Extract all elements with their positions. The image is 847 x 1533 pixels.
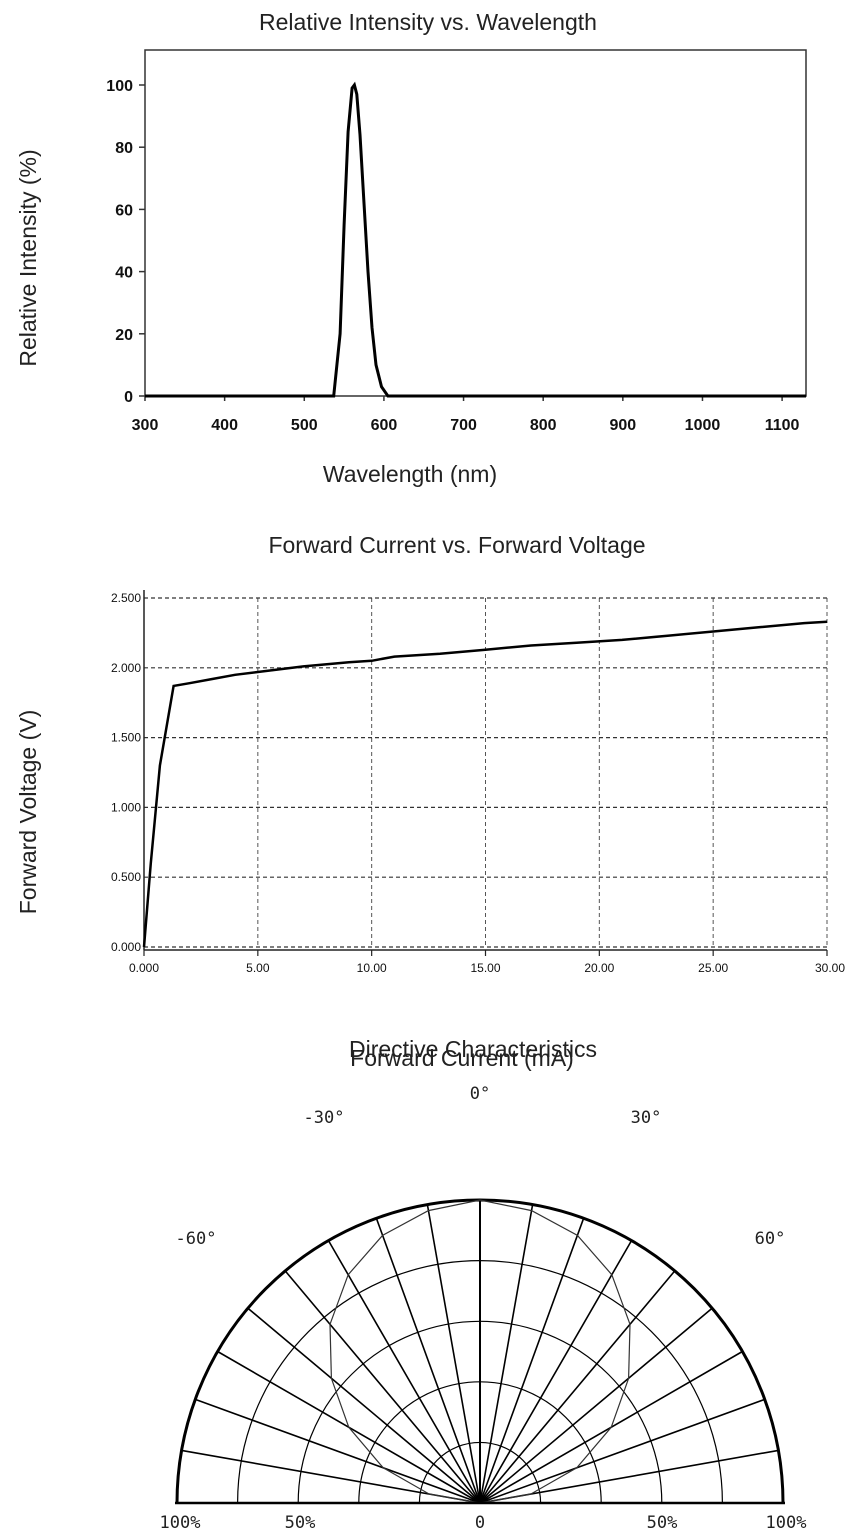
intensity-y-ticks: 0 20 40 60 80 100: [106, 78, 145, 406]
forward-iv-series-line: [142, 620, 828, 948]
intensity-plot-frame: [144, 49, 807, 397]
directive-spoke: [479, 1270, 676, 1504]
angle-label-0: 0°: [470, 1084, 490, 1104]
directive-spoke: [479, 1218, 585, 1504]
forward-iv-y-tick-label: 1.000: [111, 800, 141, 814]
intensity-x-tick-label: 700: [450, 417, 477, 434]
directive-spoke: [327, 1240, 481, 1504]
intensity-x-tick-label: 600: [371, 417, 398, 434]
intensity-x-ticks: 300 400 500 600 700 800 900 1000 1100: [132, 396, 800, 434]
intensity-x-axis-label: Wavelength (nm): [323, 461, 497, 487]
radial-label-left-100: 100%: [160, 1513, 201, 1533]
forward-iv-x-ticks: 0.000 5.00 10.00 15.00 20.00 25.00 30.00: [129, 950, 845, 975]
directive-spoke: [479, 1204, 534, 1504]
directive-spoke: [247, 1307, 481, 1504]
forward-iv-x-tick-label: 5.00: [246, 961, 270, 975]
intensity-series-line: [145, 81, 806, 398]
radial-label-right-50: 50%: [647, 1513, 678, 1533]
directive-spoke: [195, 1398, 481, 1504]
directive-spoke: [426, 1204, 481, 1504]
radial-label-right-100: 100%: [766, 1513, 807, 1533]
directive-pattern-line: [329, 1199, 631, 1504]
forward-iv-x-tick-label: 25.00: [698, 961, 728, 975]
intensity-y-tick-label: 60: [115, 202, 133, 219]
forward-iv-x-tick-label: 30.00: [815, 961, 845, 975]
intensity-y-tick-label: 80: [115, 140, 133, 157]
forward-iv-y-ticks: 0.000 0.500 1.000 1.500 2.000 2.500: [111, 591, 141, 954]
intensity-x-tick-label: 500: [291, 417, 318, 434]
forward-iv-y-tick-label: 0.500: [111, 870, 141, 884]
forward-iv-x-tick-label: 20.00: [584, 961, 614, 975]
directive-spokes: [181, 1200, 779, 1504]
intensity-x-tick-label: 1000: [685, 417, 721, 434]
forward-iv-y-tick-label: 0.000: [111, 940, 141, 954]
intensity-y-tick-label: 40: [115, 265, 133, 282]
forward-iv-grid: [143, 597, 828, 948]
intensity-chart: Relative Intensity vs. Wavelength 0 20 40 6…: [15, 9, 807, 487]
forward-iv-x-tick-label: 0.000: [129, 961, 159, 975]
forward-iv-y-tick-label: 2.500: [111, 591, 141, 605]
angle-label-neg60: -60°: [176, 1229, 217, 1249]
directive-spoke: [479, 1398, 765, 1504]
directive-spoke: [479, 1307, 713, 1504]
intensity-y-tick-label: 100: [106, 78, 133, 95]
intensity-x-tick-label: 400: [211, 417, 238, 434]
forward-iv-y-tick-label: 2.000: [111, 661, 141, 675]
directive-chart-title: Directive Characteristics: [349, 1036, 597, 1062]
intensity-y-axis-label: Relative Intensity (%): [15, 149, 41, 366]
intensity-x-tick-label: 800: [530, 417, 557, 434]
intensity-x-tick-label: 900: [609, 417, 636, 434]
radial-label-left-50: 50%: [285, 1513, 316, 1533]
directive-spoke: [284, 1270, 481, 1504]
directive-spoke: [375, 1218, 481, 1504]
forward-iv-x-tick-label: 10.00: [357, 961, 387, 975]
forward-iv-x-tick-label: 15.00: [470, 961, 500, 975]
intensity-chart-title: Relative Intensity vs. Wavelength: [259, 9, 597, 35]
radial-label-center: 0: [475, 1513, 485, 1533]
angle-label-60: 60°: [755, 1229, 786, 1249]
forward-iv-y-tick-label: 1.500: [111, 731, 141, 745]
intensity-x-tick-label: 1100: [765, 417, 800, 434]
intensity-y-tick-label: 0: [124, 389, 133, 406]
forward-iv-y-axis-label: Forward Voltage (V): [15, 710, 41, 915]
angle-label-30: 30°: [631, 1108, 662, 1128]
directive-chart: Directive Characteristics 0° 30° 60° -30…: [160, 1036, 807, 1533]
intensity-y-tick-label: 20: [115, 327, 133, 344]
forward-iv-x-axis-label: Forward Current (mA): [350, 1045, 574, 1071]
forward-iv-chart-title: Forward Current vs. Forward Voltage: [268, 532, 645, 558]
angle-label-neg30: -30°: [304, 1108, 345, 1128]
directive-spoke: [479, 1240, 633, 1504]
intensity-x-tick-label: 300: [132, 417, 159, 434]
forward-iv-chart: Forward Current vs. Forward Voltage 0.00…: [15, 532, 845, 1071]
